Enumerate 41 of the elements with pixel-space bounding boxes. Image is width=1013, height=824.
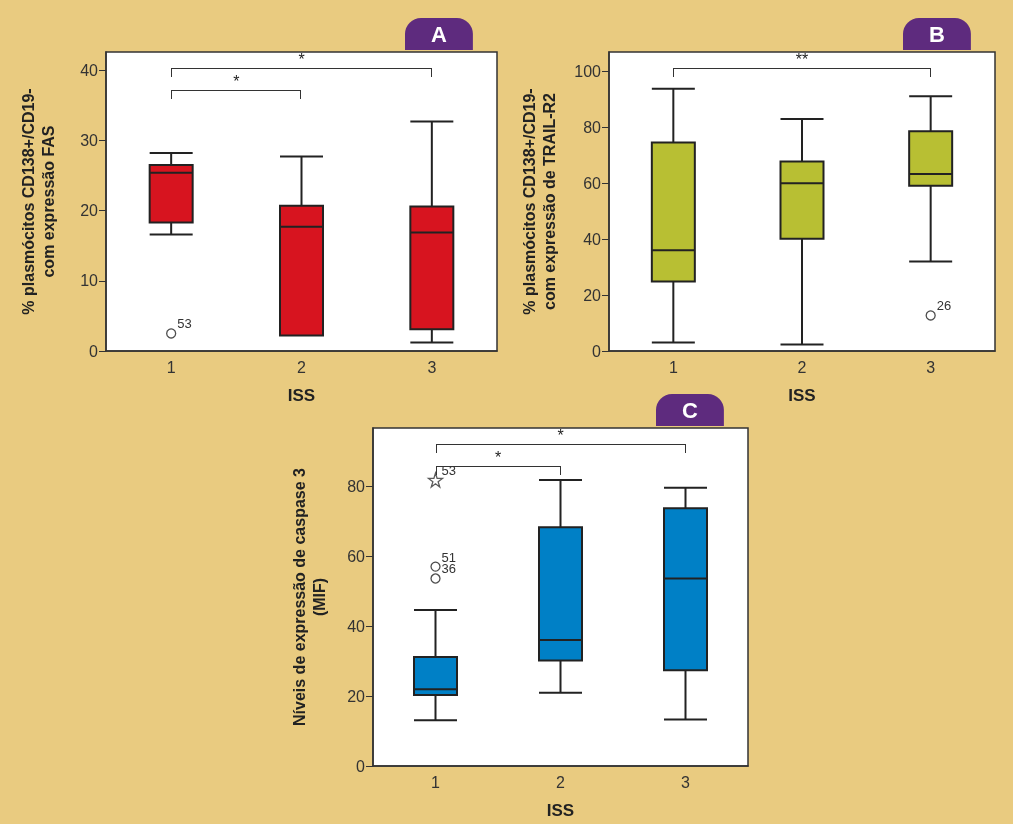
y-tick-label: 20 (80, 202, 99, 220)
x-axis-title: ISS (546, 801, 575, 820)
annotation: * (298, 50, 305, 68)
annotation: * (233, 72, 240, 90)
annotation: 26 (936, 298, 952, 314)
y-tick-label: 80 (583, 118, 602, 136)
chart-title: A (431, 21, 447, 47)
x-tick-label: 3 (427, 358, 437, 376)
x-tick-label: 2 (556, 773, 566, 791)
y-tick-label: 40 (80, 61, 99, 79)
y-tick-label: 80 (347, 478, 366, 496)
y-tick-label: 60 (583, 174, 602, 192)
annotation: * (557, 426, 564, 444)
y-tick-label: 10 (80, 272, 99, 290)
x-tick-label: 1 (431, 773, 441, 791)
y-tick-label: 30 (80, 131, 99, 149)
x-axis-title: ISS (788, 386, 816, 405)
y-tick-label: 100 (574, 62, 602, 80)
x-tick-label: 2 (797, 358, 807, 376)
annotation: 53 (177, 316, 192, 332)
y-tick-label: 20 (347, 687, 366, 705)
x-tick-label: 1 (166, 358, 176, 376)
y-tick-label: 60 (347, 548, 366, 565)
y-axis-title: Níveis de expressão de caspase 3 (MIF) (290, 467, 328, 726)
x-tick-label: 3 (926, 358, 936, 376)
annotation: * (494, 448, 502, 466)
x-tick-label: 3 (681, 773, 691, 791)
y-tick-label: 40 (347, 617, 366, 635)
annotation: ** (795, 50, 809, 68)
y-axis-title: % plasmócitos CD138+/CD19- com expressão FAS (19, 88, 57, 315)
chart-title: B (929, 21, 945, 47)
x-tick-label: 2 (297, 358, 307, 376)
y-tick-label: 0 (356, 757, 366, 775)
y-tick-label: 20 (583, 286, 602, 304)
x-axis-title: ISS (287, 386, 316, 405)
y-tick-label: 0 (89, 342, 99, 360)
x-tick-label: 1 (668, 358, 678, 376)
y-tick-label: 0 (592, 342, 602, 360)
chart-title: C (682, 397, 698, 423)
y-tick-label: 40 (583, 230, 602, 248)
y-axis-title: % plasmócitos CD138+/CD19- com expressão de TRAIL-R2 (520, 88, 558, 315)
